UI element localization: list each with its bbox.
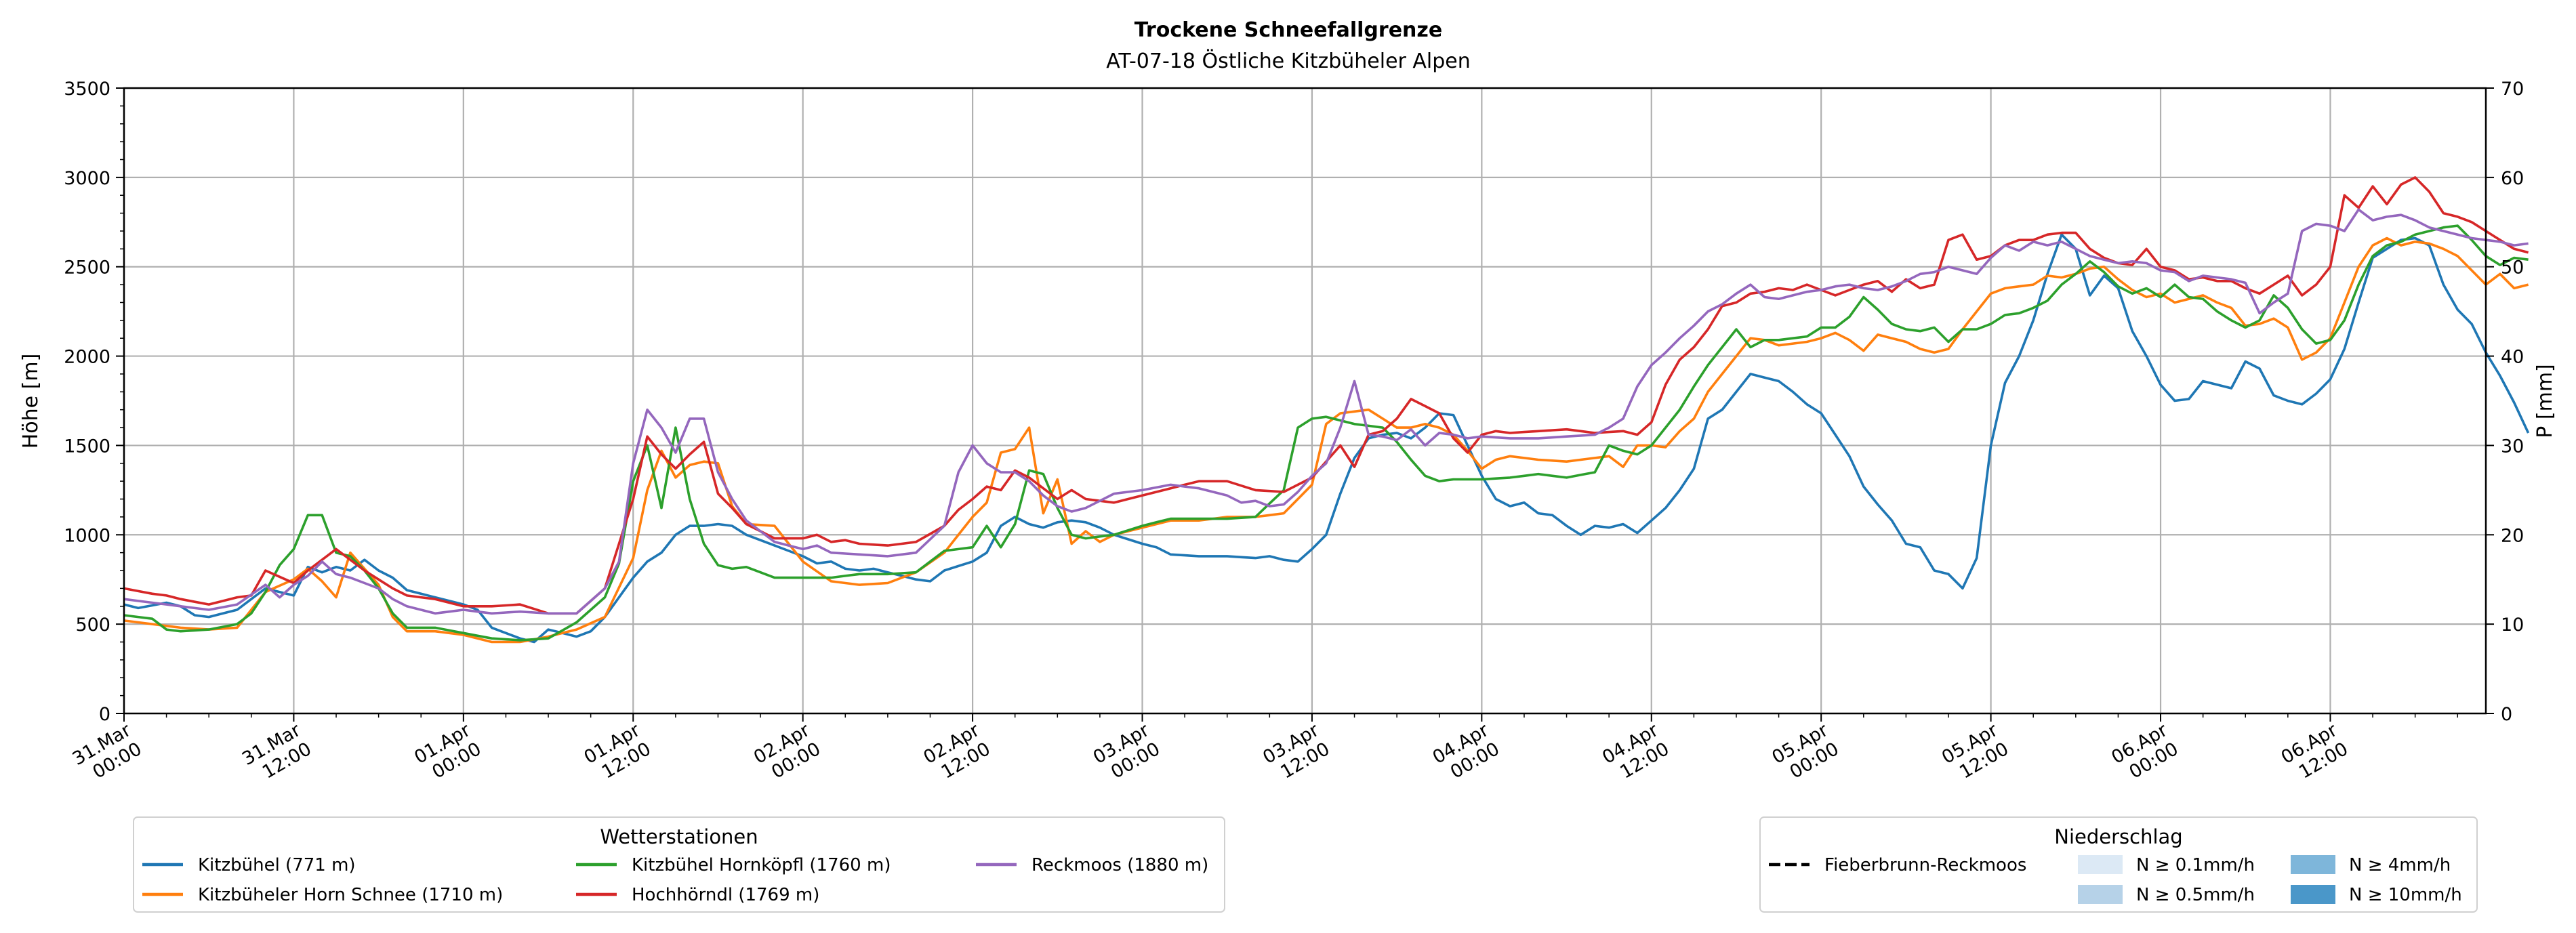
legend-label: Hochhörndl (1769 m)	[632, 885, 819, 905]
y-tick-label-right: 0	[2501, 704, 2512, 725]
precip-swatch	[2078, 885, 2123, 904]
y-tick-label-left: 2500	[64, 257, 110, 278]
legend-stations: Wetterstationen Kitzbühel (771 m)Kitzbüh…	[133, 816, 1225, 913]
y-axis-left: 0 500 1000 1500 2000 2500 3000 3500	[64, 79, 124, 725]
y-tick-label-left: 1000	[64, 525, 110, 546]
y-tick-label-left: 3000	[64, 168, 110, 189]
series-line	[123, 176, 2529, 615]
y-tick-label-right: 70	[2501, 79, 2524, 100]
y-tick-label-right: 10	[2501, 615, 2524, 636]
y-tick-label-left: 2000	[64, 347, 110, 368]
chart-subtitle: AT-07-18 Östliche Kitzbüheler Alpen	[1106, 49, 1471, 73]
series-line	[123, 208, 2529, 615]
precip-swatch	[2291, 855, 2335, 874]
precip-label: N ≥ 4mm/h	[2349, 855, 2451, 875]
plot-frame	[123, 87, 2487, 715]
legend-label: Kitzbühel Hornköpfl (1760 m)	[632, 855, 891, 875]
y-tick-label-right: 40	[2501, 347, 2524, 368]
y-tick-label-right: 50	[2501, 257, 2524, 278]
legend-stations-title: Wetterstationen	[600, 825, 758, 848]
series-lines	[123, 176, 2530, 644]
series-line	[123, 233, 2530, 644]
series-line	[123, 236, 2529, 644]
chart-title: Trockene Schneefallgrenze	[1134, 18, 1442, 42]
grid-lines	[123, 87, 2486, 715]
precip-label: N ≥ 0.5mm/h	[2136, 885, 2255, 905]
y-tick-label-right: 20	[2501, 525, 2524, 546]
y-tick-label-right: 30	[2501, 436, 2524, 457]
precip-label: N ≥ 0.1mm/h	[2136, 855, 2255, 875]
legend-precip-line-label: Fieberbrunn-Reckmoos	[1824, 855, 2026, 875]
precip-swatch	[2078, 855, 2123, 874]
y-axis-right: 0 10 20 30 40 50 60 70	[2486, 79, 2524, 725]
y-tick-label-left: 500	[75, 615, 110, 636]
y-tick-label-left: 3500	[64, 79, 110, 100]
legend-label: Reckmoos (1880 m)	[1031, 855, 1208, 875]
legend-stations-frame	[133, 816, 1225, 913]
precip-label: N ≥ 10mm/h	[2349, 885, 2462, 905]
y-axis-label-left: Höhe [m]	[19, 354, 43, 449]
legend-precip: Niederschlag Fieberbrunn-Reckmoos N ≥ 0.…	[1759, 816, 2478, 913]
legend-precip-title: Niederschlag	[2054, 825, 2182, 848]
y-tick-label-left: 1500	[64, 436, 110, 457]
legend-label: Kitzbühel (771 m)	[198, 855, 356, 875]
y-tick-label-right: 60	[2501, 168, 2524, 189]
precip-swatch	[2291, 885, 2335, 904]
series-line	[123, 224, 2529, 642]
legend-label: Kitzbüheler Horn Schnee (1710 m)	[198, 885, 503, 905]
y-tick-label-left: 0	[99, 704, 110, 725]
y-axis-label-right: P [mm]	[2533, 364, 2557, 438]
legend-stations-items: Kitzbühel (771 m) Kitzbüheler Horn Schnee…	[142, 855, 1208, 905]
legend-precip-items: N ≥ 0.1mm/h N ≥ 0.5mm/h N ≥ 4mm/h N ≥ 10mm/…	[2078, 855, 2462, 905]
